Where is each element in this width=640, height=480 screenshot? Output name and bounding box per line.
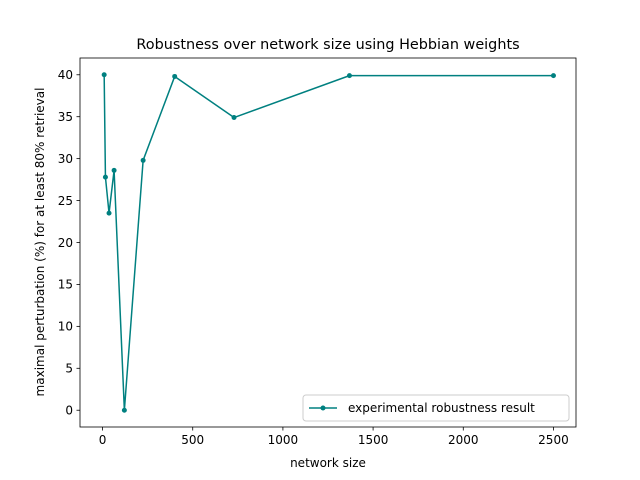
data-point (231, 115, 237, 121)
data-point (121, 407, 127, 413)
x-tick-label: 1000 (268, 433, 299, 447)
y-tick-label: 20 (58, 236, 73, 250)
data-point (140, 157, 146, 163)
data-point (106, 210, 112, 216)
x-axis-title: network size (290, 456, 366, 470)
legend: experimental robustness result (302, 394, 570, 422)
data-point (346, 73, 352, 79)
data-point (550, 73, 556, 79)
data-point (101, 72, 107, 78)
chart-title: Robustness over network size using Hebbi… (136, 37, 519, 53)
y-tick-label: 40 (58, 68, 73, 82)
data-point (111, 167, 117, 173)
plot-frame (79, 57, 577, 428)
plot-area: 0 500 1000 1500 2000 2500 0 5 10 15 20 25 30 35 40 (58, 68, 569, 447)
data-point (172, 73, 178, 79)
y-tick-label: 10 (58, 320, 73, 334)
y-axis-title: maximal perturbation (%) for at least 80… (33, 88, 47, 397)
x-tick-label: 2000 (448, 433, 479, 447)
y-tick-label: 25 (58, 194, 73, 208)
y-tick-label: 35 (58, 110, 73, 124)
legend-swatch-marker (320, 405, 326, 411)
y-tick-label: 5 (65, 362, 73, 376)
y-tick-label: 30 (58, 152, 73, 166)
series-line (103, 74, 554, 411)
x-tick-label: 2500 (538, 433, 569, 447)
x-tick-label: 500 (181, 433, 204, 447)
y-tick-label: 15 (58, 278, 73, 292)
y-tick-label: 0 (65, 404, 73, 418)
x-tick-label: 1500 (358, 433, 389, 447)
data-point (102, 174, 108, 180)
x-tick-label: 0 (99, 433, 107, 447)
legend-entry-label: experimental robustness result (348, 401, 535, 415)
legend-box (302, 394, 570, 422)
